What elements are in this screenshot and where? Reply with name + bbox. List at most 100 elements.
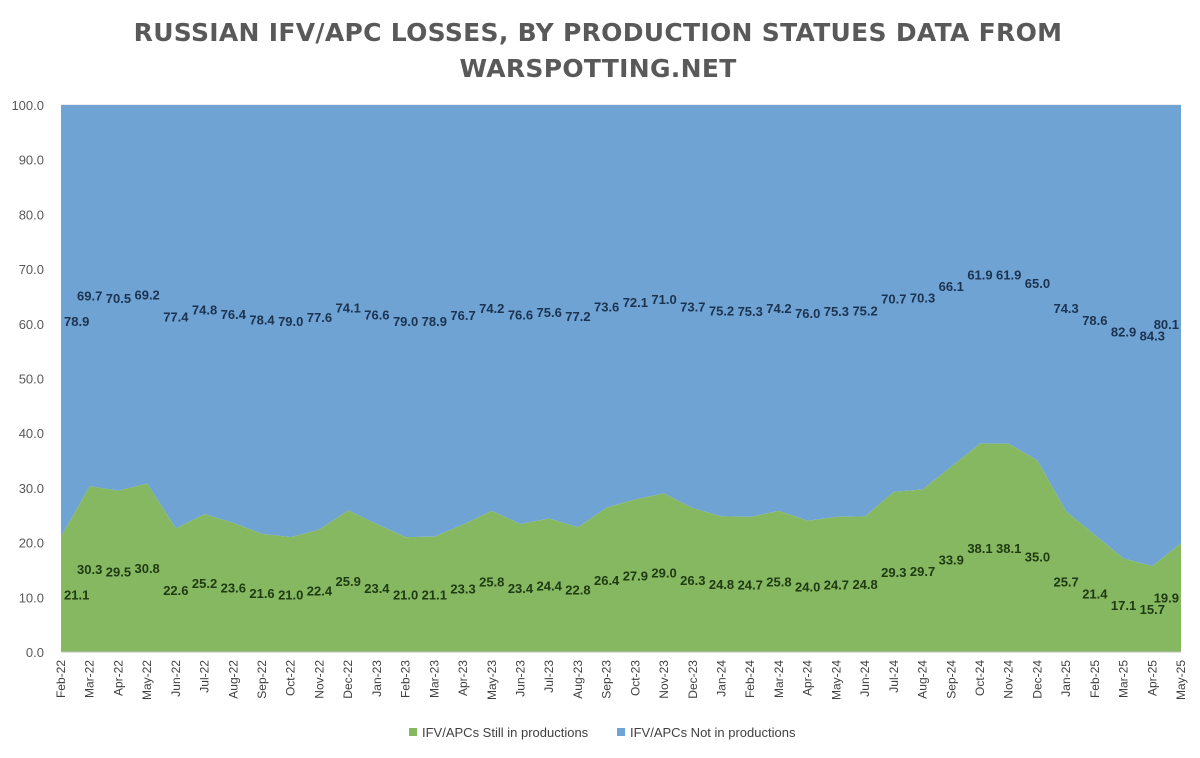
y-tick-label: 30.0 — [19, 481, 44, 496]
data-label: 70.5 — [106, 291, 131, 306]
x-tick-label: Mar-25 — [1117, 660, 1131, 698]
y-tick-label: 90.0 — [19, 153, 44, 168]
data-label: 79.0 — [393, 314, 418, 329]
data-label: 78.6 — [1082, 313, 1107, 328]
x-tick-label: Oct-24 — [973, 660, 987, 696]
area-not-in-production — [61, 105, 1181, 567]
x-tick-label: Dec-24 — [1030, 660, 1044, 699]
area-still-in-production — [61, 443, 1181, 652]
data-label: 21.0 — [278, 588, 303, 603]
data-label: 23.6 — [221, 580, 246, 595]
data-label: 65.0 — [1025, 276, 1050, 291]
data-label: 38.1 — [967, 541, 992, 556]
data-label: 76.4 — [221, 307, 247, 322]
x-tick-label: Dec-22 — [341, 660, 355, 699]
data-label: 74.2 — [479, 301, 504, 316]
data-label: 69.2 — [134, 287, 159, 302]
y-tick-label: 60.0 — [19, 317, 44, 332]
data-label: 25.8 — [479, 574, 504, 589]
data-label: 15.7 — [1140, 602, 1165, 617]
data-label: 61.9 — [967, 267, 992, 282]
data-label: 29.7 — [910, 564, 935, 579]
x-tick-label: Mar-22 — [83, 660, 97, 698]
data-label: 24.7 — [824, 577, 849, 592]
data-label: 24.4 — [537, 578, 563, 593]
data-label: 23.3 — [450, 581, 475, 596]
data-label: 19.9 — [1154, 591, 1179, 606]
data-label: 21.1 — [64, 587, 89, 602]
data-label: 22.4 — [307, 584, 333, 599]
data-label: 75.2 — [852, 304, 877, 319]
x-tick-label: Jun-23 — [513, 660, 527, 697]
data-label: 78.9 — [64, 314, 89, 329]
y-tick-label: 40.0 — [19, 426, 44, 441]
data-label: 25.2 — [192, 576, 217, 591]
legend-swatch-still-in-production — [409, 728, 417, 736]
data-label: 61.9 — [996, 267, 1021, 282]
chart-title-line-2: WARSPOTTING.NET — [459, 54, 736, 83]
data-label: 71.0 — [651, 292, 676, 307]
data-label: 24.8 — [709, 577, 734, 592]
y-axis: 0.0 10.0 20.0 30.0 40.0 50.0 60.0 70.0 80.0 90.0 1… — [11, 98, 44, 660]
data-label: 21.4 — [1082, 586, 1108, 601]
x-tick-label: Apr-22 — [111, 660, 125, 696]
x-tick-label: Feb-23 — [399, 660, 413, 698]
x-tick-label: Dec-23 — [686, 660, 700, 699]
data-label: 21.1 — [422, 587, 447, 602]
x-tick-label: Jan-23 — [370, 660, 384, 697]
x-tick-label: Aug-23 — [571, 660, 585, 699]
x-tick-label: Aug-24 — [916, 660, 930, 699]
x-tick-label: Jul-24 — [887, 660, 901, 693]
x-tick-label: Apr-23 — [456, 660, 470, 696]
x-tick-label: Oct-23 — [628, 660, 642, 696]
data-label: 75.6 — [537, 305, 562, 320]
data-label: 24.0 — [795, 579, 820, 594]
data-label: 24.8 — [852, 577, 877, 592]
data-label: 21.0 — [393, 588, 418, 603]
x-tick-label: Mar-24 — [772, 660, 786, 698]
data-label: 21.6 — [249, 586, 274, 601]
y-tick-label: 50.0 — [19, 372, 44, 387]
data-label: 76.6 — [508, 308, 533, 323]
data-label: 74.2 — [766, 301, 791, 316]
data-label: 74.3 — [1053, 301, 1078, 316]
data-label: 78.4 — [249, 312, 275, 327]
data-label: 72.1 — [623, 295, 648, 310]
data-label: 76.6 — [364, 308, 389, 323]
data-label: 30.3 — [77, 562, 102, 577]
x-tick-label: Feb-24 — [743, 660, 757, 698]
data-label: 75.3 — [824, 304, 849, 319]
x-tick-label: Apr-24 — [801, 660, 815, 696]
chart-title-line-1: RUSSIAN IFV/APC LOSSES, BY PRODUCTION ST… — [134, 18, 1063, 47]
legend-label-not-in-production: IFV/APCs Not in productions — [630, 725, 796, 740]
data-label: 75.2 — [709, 304, 734, 319]
data-label: 23.4 — [364, 581, 390, 596]
data-labels: 21.1 30.3 29.5 30.8 22.6 25.2 23.6 21.6 21.0 22.4… — [64, 267, 1179, 617]
data-label: 76.0 — [795, 306, 820, 321]
data-label: 26.3 — [680, 573, 705, 588]
legend-label-still-in-production: IFV/APCs Still in productions — [422, 725, 589, 740]
x-tick-label: Aug-22 — [226, 660, 240, 699]
x-tick-label: Nov-22 — [312, 660, 326, 699]
data-label: 73.6 — [594, 299, 619, 314]
data-label: 22.8 — [565, 583, 590, 598]
x-tick-label: Jul-23 — [542, 660, 556, 693]
legend-swatch-not-in-production — [617, 728, 625, 736]
data-label: 76.7 — [450, 308, 475, 323]
x-tick-label: Nov-23 — [657, 660, 671, 699]
data-label: 77.6 — [307, 310, 332, 325]
data-label: 24.7 — [738, 577, 763, 592]
data-label: 70.3 — [910, 290, 935, 305]
x-tick-label: Jan-24 — [715, 660, 729, 697]
data-label: 29.5 — [106, 564, 131, 579]
data-label: 80.1 — [1154, 317, 1179, 332]
x-tick-label: Sep-24 — [944, 660, 958, 699]
y-tick-label: 0.0 — [26, 645, 44, 660]
y-tick-label: 70.0 — [19, 262, 44, 277]
x-axis: Feb-22 Mar-22 Apr-22 May-22 Jun-22 Jul-22 Aug-… — [54, 660, 1188, 700]
legend: IFV/APCs Still in productions IFV/APCs N… — [409, 725, 796, 740]
x-tick-label: Feb-22 — [54, 660, 68, 698]
data-label: 77.4 — [163, 310, 189, 325]
data-label: 38.1 — [996, 541, 1021, 556]
